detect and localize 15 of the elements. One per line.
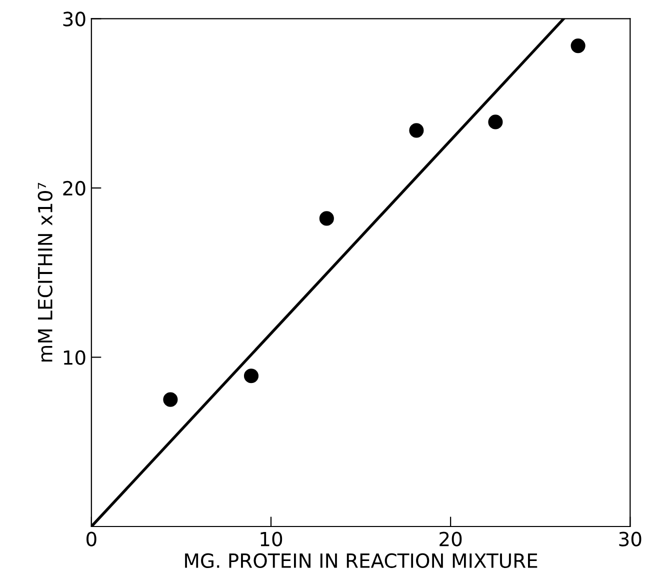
y-tick-label: 30 [63, 12, 86, 26]
y-axis-title: mM LECITHIN x10⁷ [38, 182, 52, 362]
point [409, 123, 424, 138]
x-tick-label: 30 [619, 532, 642, 546]
point [163, 392, 178, 407]
y-tick-label: 10 [64, 350, 86, 365]
x-tick-label: 0 [86, 532, 96, 546]
point [319, 211, 334, 226]
y-tick-label: 20 [63, 180, 86, 196]
point [244, 368, 259, 384]
x-tick-label: 10 [260, 532, 282, 546]
x-axis-title: MG. PROTEIN IN REACTION MIXTURE [185, 553, 538, 568]
x-tick-label: 20 [440, 532, 462, 546]
point [488, 114, 503, 130]
point [570, 38, 586, 54]
